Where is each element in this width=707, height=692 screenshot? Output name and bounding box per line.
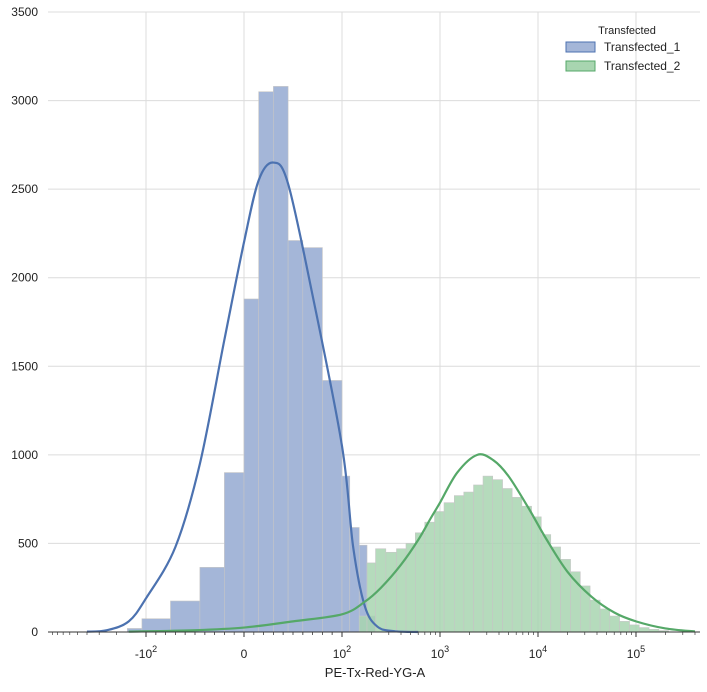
legend-label-transfected-2: Transfected_2 <box>604 59 681 73</box>
histogram-bar <box>443 502 455 633</box>
x-tick-label: 0 <box>241 647 248 661</box>
y-tick-label: 0 <box>31 625 38 639</box>
y-tick-label: 500 <box>18 536 38 550</box>
histogram-bar <box>482 475 493 633</box>
histogram-bar <box>619 621 630 633</box>
y-tick-label: 2500 <box>11 182 38 196</box>
histogram-bar <box>502 488 513 633</box>
histogram-bar <box>199 567 225 633</box>
fit-curve <box>128 453 696 633</box>
y-tick-label: 3000 <box>11 94 38 108</box>
y-tick-label: 1500 <box>11 359 38 373</box>
histogram-bar <box>463 491 474 633</box>
histogram-bar <box>287 240 304 633</box>
histogram-bar <box>273 86 289 633</box>
histogram-bar <box>415 532 426 633</box>
histogram-bar <box>170 600 201 633</box>
histogram-bar <box>609 615 620 633</box>
axes: 0 500 1000 1500 2000 2500 3000 3500 -102 0 102 103 1… <box>11 5 700 661</box>
histogram-bar <box>385 551 397 633</box>
x-axis-title: PE-Tx-Red-YG-A <box>325 665 426 680</box>
histogram-bar <box>322 380 343 633</box>
y-tick-label: 1000 <box>11 448 38 462</box>
histogram-bar <box>629 624 640 633</box>
histogram-bar <box>511 497 523 633</box>
histogram-bar <box>521 505 532 633</box>
x-tick-label: 102 <box>333 644 351 661</box>
x-tick-label: 105 <box>627 644 645 661</box>
x-tick-label: -102 <box>135 644 157 661</box>
histogram-bar <box>589 599 601 633</box>
legend-label-transfected-1: Transfected_1 <box>604 40 681 54</box>
legend-swatch-transfected-1 <box>565 41 596 53</box>
histogram-bar <box>599 608 611 633</box>
histogram-bar <box>224 472 245 633</box>
histogram-bar <box>454 495 465 633</box>
histogram-bars-transfected-1 <box>127 86 376 633</box>
legend: Transfected Transfected_1 Transfected_2 <box>565 25 681 73</box>
legend-title: Transfected <box>598 25 656 37</box>
histogram-bars-transfected-2 <box>358 475 669 633</box>
x-tick-label: 104 <box>529 644 547 661</box>
legend-swatch-transfected-2 <box>565 60 596 72</box>
y-tick-label: 3500 <box>11 5 38 19</box>
histogram-bar <box>302 247 323 633</box>
histogram-bar <box>424 521 435 633</box>
histogram-bar <box>540 534 552 633</box>
histogram-bar <box>243 298 259 633</box>
histogram-bar <box>638 627 650 633</box>
fit-curves <box>86 161 696 634</box>
histogram-bar <box>531 516 542 633</box>
histogram-bar <box>358 615 368 633</box>
histogram-bar <box>492 479 503 633</box>
histogram-bar <box>434 511 445 633</box>
histogram-bar <box>473 484 484 633</box>
y-tick-label: 2000 <box>11 271 38 285</box>
x-tick-label: 103 <box>431 644 449 661</box>
